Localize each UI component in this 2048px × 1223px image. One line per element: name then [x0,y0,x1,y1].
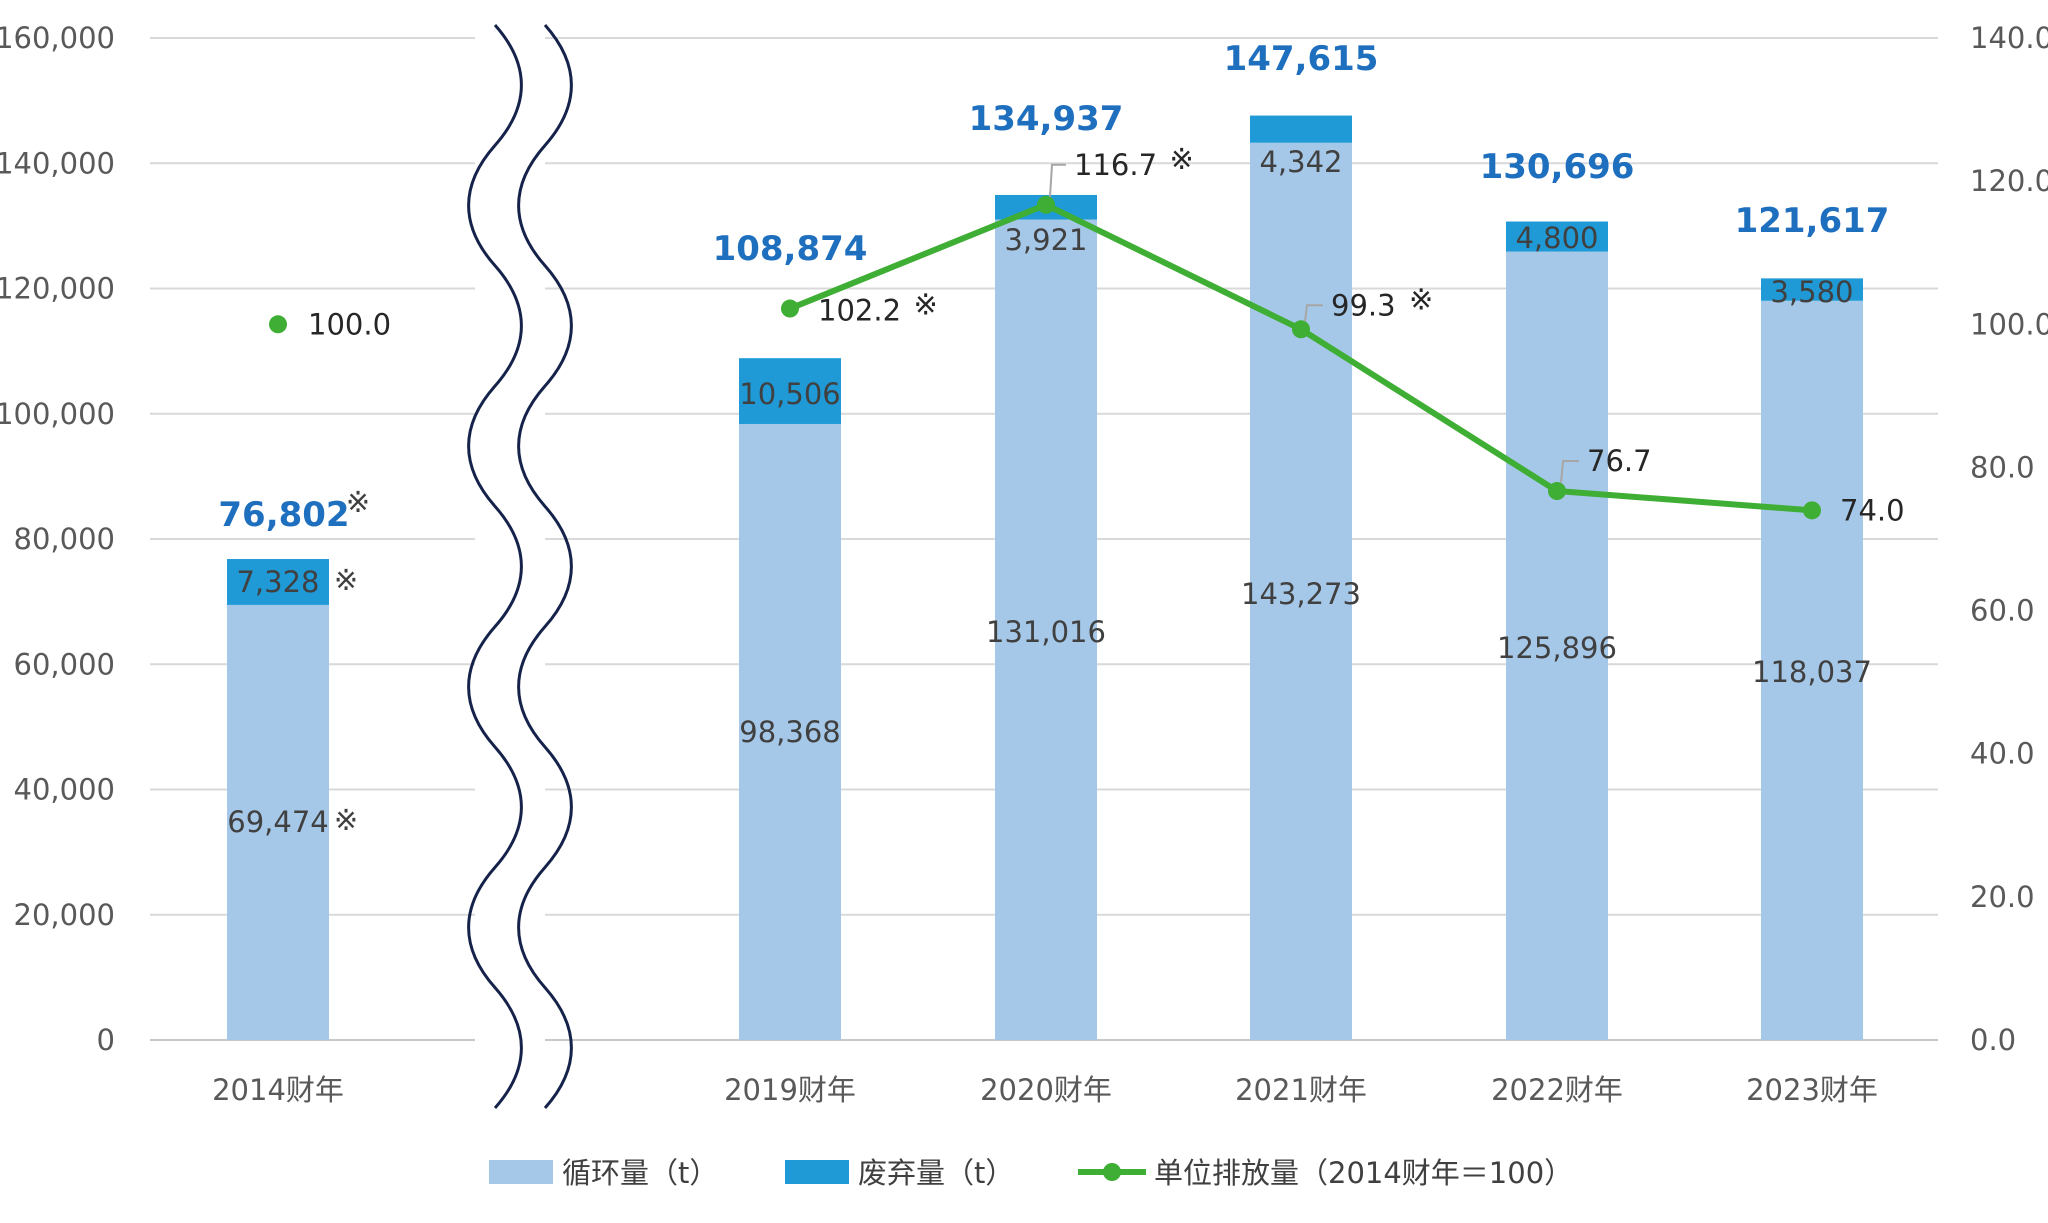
y-left-tick-label: 100,000 [0,397,115,431]
label-leader-line [1560,460,1579,484]
axis-break-wave [517,24,573,1109]
bar-cycle [995,219,1097,1040]
bar-waste [1506,221,1608,252]
unit-emission-line [269,195,1821,520]
note-mark: ※ [914,288,938,322]
waste-value-label: 10,506 [739,377,840,411]
y-left-tick-label: 140,000 [0,146,115,180]
y-left-tick-label: 120,000 [0,272,115,306]
left-axis: 0 20,000 40,000 60,000 80,000 100,000 120,000 1… [0,21,115,1057]
note-mark: ※ [334,803,358,837]
y-left-tick-label: 160,000 [0,21,115,55]
x-tick-label: 2019财年 [724,1073,856,1107]
y-left-tick-label: 20,000 [14,898,115,932]
right-axis: 0.0 20.0 40.0 60.0 80.0 100.0 120.0 140.0 [1970,21,2048,1057]
line-value-label: 76.7 [1587,444,1652,478]
y-left-tick-label: 80,000 [14,522,115,556]
x-axis: 2014财年 2019财年 2020财年 2021财年 2022财年 2023财年 [212,1073,1878,1107]
x-tick-label: 2023财年 [1746,1073,1878,1107]
legend-swatch-waste [785,1160,849,1184]
axis-break-wave [467,24,523,1109]
y-right-tick-label: 20.0 [1970,880,2035,914]
total-value-label: 108,874 [713,229,868,269]
label-leader-line [1049,163,1066,197]
line-point [1292,320,1310,339]
x-tick-label: 2022财年 [1491,1073,1623,1107]
waste-value-label: 3,580 [1770,275,1853,309]
bar-cycle [227,604,329,1040]
bar-cycle [1250,142,1352,1041]
data-labels: 69,474 ※7,328 ※76,802※98,36810,506108,8741… [218,39,1904,839]
total-value-label: 134,937 [969,99,1124,139]
total-value-label: 121,617 [1735,201,1890,241]
note-mark: ※ [1170,142,1194,176]
bar-waste [739,358,841,424]
waste-value-label: 7,328 [236,565,319,599]
legend-label-waste: 废弃量（t） [858,1156,1014,1190]
line-point [1548,482,1566,501]
cycle-value-label: 143,273 [1241,577,1361,611]
line-point [781,299,799,318]
bars [227,115,1863,1041]
note-mark: ※ [346,485,370,519]
y-right-tick-label: 60.0 [1970,594,2035,628]
y-right-tick-label: 80.0 [1970,450,2035,484]
bar-cycle [1761,300,1863,1040]
line-value-label: 100.0 [308,307,391,341]
bar-waste [227,559,329,605]
y-right-tick-label: 100.0 [1970,307,2048,341]
bar-cycle [739,423,841,1040]
y-right-tick-label: 120.0 [1970,164,2048,198]
legend: 循环量（t） 废弃量（t） 单位排放量（2014财年＝100） [489,1156,1573,1190]
line-value-label: 99.3 [1331,288,1396,322]
line-value-label: 116.7 [1074,148,1157,182]
y-left-tick-label: 40,000 [14,773,115,807]
y-left-tick-label: 0 [97,1023,115,1057]
line-value-label: 74.0 [1840,493,1905,527]
label-leader-line [1304,304,1323,322]
y-right-tick-label: 40.0 [1970,737,2035,771]
y-right-tick-label: 0.0 [1970,1023,2016,1057]
y-right-tick-label: 140.0 [1970,21,2048,55]
waste-value-label: 3,921 [1004,223,1087,257]
x-tick-label: 2021财年 [1235,1073,1367,1107]
legend-swatch-marker [1103,1163,1121,1181]
bar-waste [1250,115,1352,143]
note-mark: ※ [334,563,358,597]
line-value-label: 102.2 [818,294,901,328]
bar-waste [1761,278,1863,301]
waste-value-label: 4,342 [1259,145,1342,179]
x-tick-label: 2020财年 [980,1073,1112,1107]
cycle-value-label: 118,037 [1752,655,1872,689]
y-left-tick-label: 60,000 [14,647,115,681]
total-value-label: 130,696 [1480,147,1635,187]
total-value-label: 147,615 [1224,39,1379,79]
line-point [1037,195,1055,214]
note-mark: ※ [1409,282,1433,316]
bar-cycle [1506,251,1608,1040]
legend-swatch-cycle [489,1160,553,1184]
waste-value-label: 4,800 [1515,221,1598,255]
line-point [269,315,287,334]
x-tick-label: 2014财年 [212,1073,344,1107]
axis-break [467,24,573,1109]
cycle-value-label: 125,896 [1497,631,1617,665]
legend-label-line: 单位排放量（2014财年＝100） [1154,1156,1573,1190]
cycle-value-label: 69,474 [227,805,328,839]
total-value-label: 76,802 [218,495,349,535]
legend-label-cycle: 循环量（t） [562,1156,718,1190]
cycle-value-label: 131,016 [986,615,1106,649]
cycle-value-label: 98,368 [739,715,840,749]
line-point [1803,501,1821,520]
